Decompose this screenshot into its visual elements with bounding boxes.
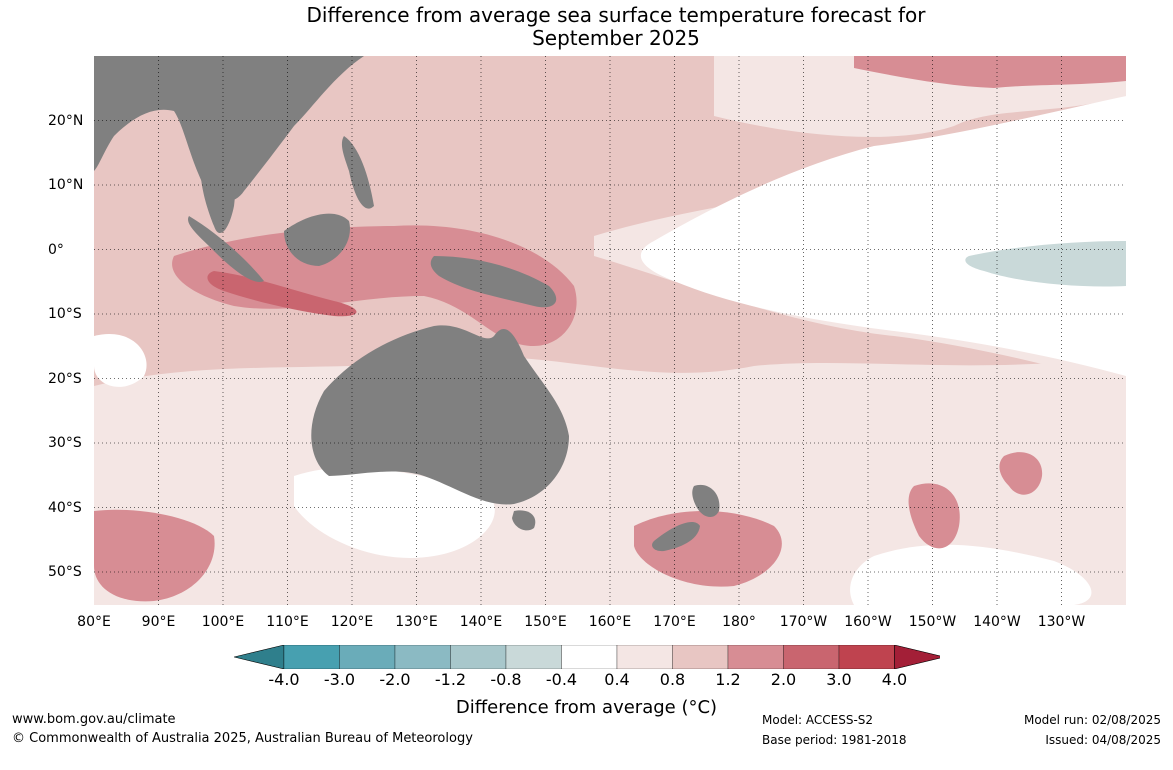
colorbar-tick-label: -0.8 xyxy=(490,670,522,689)
longitude-label: 170°W xyxy=(779,614,828,630)
landmass-borneo xyxy=(284,213,350,266)
chart-title: Difference from average sea surface temp… xyxy=(0,4,1173,50)
colorbar-segment xyxy=(394,645,451,669)
longitude-label: 140°W xyxy=(973,614,1021,630)
colorbar-segment xyxy=(450,645,507,669)
longitude-label: 130°E xyxy=(395,614,438,630)
colorbar-tick-label: 0.4 xyxy=(604,670,630,689)
title-line-2: September 2025 xyxy=(532,26,700,50)
longitude-label: 100°E xyxy=(201,614,245,630)
graticule xyxy=(94,56,1126,605)
landmass-asia xyxy=(94,56,364,202)
anomaly-zone-near-normal-sw xyxy=(850,544,1092,605)
latitude-label: 20°S xyxy=(48,370,82,387)
longitude-label: 160°W xyxy=(844,614,892,630)
colorbar-tick-label: -4.0 xyxy=(268,670,300,689)
longitude-label: 130°W xyxy=(1037,614,1086,630)
longitude-label: 120°E xyxy=(330,614,374,630)
colorbar-segment xyxy=(727,645,784,669)
landmass-tasmania xyxy=(512,510,536,531)
anomaly-zone-warm-sw xyxy=(94,509,215,602)
colorbar-segment xyxy=(561,645,618,669)
colorbar-tick-label: 3.0 xyxy=(826,670,852,689)
colorbar-tick-label: 0.8 xyxy=(659,670,686,689)
colorbar-segment xyxy=(339,645,396,669)
colorbar-tick-label: -0.4 xyxy=(545,670,578,689)
model-run-date: Model run: 02/08/2025 xyxy=(1023,713,1161,727)
landmass-sumatra xyxy=(188,216,264,282)
base-period: Base period: 1981-2018 xyxy=(762,733,907,747)
landmass-new-zealand-south xyxy=(652,521,700,552)
anomaly-zone-strong-java xyxy=(207,271,357,317)
colorbar-segment xyxy=(505,645,562,669)
anomaly-zone-near-normal-tropical xyxy=(640,96,1126,376)
longitude-label: 160°E xyxy=(588,614,632,630)
colorbar-tick-label: -3.0 xyxy=(323,670,356,689)
anomaly-zone-cool-east xyxy=(965,241,1126,287)
colorbar-tick-label: 2.0 xyxy=(770,670,797,689)
latitude-label: 20°N xyxy=(48,112,84,129)
latitude-label: 50°S xyxy=(48,564,82,580)
issued-date: Issued: 04/08/2025 xyxy=(1045,733,1161,747)
colorbar-segment xyxy=(838,645,895,669)
colorbar-segment xyxy=(616,645,673,669)
latitude-label: 10°S xyxy=(48,306,82,322)
longitude-label: 90°E xyxy=(141,614,176,630)
latitude-label: 10°N xyxy=(48,177,84,193)
anomaly-zone-warm-south-east xyxy=(999,452,1043,495)
sst-anomaly-map xyxy=(94,56,1126,605)
website-link[interactable]: www.bom.gov.au/climate xyxy=(12,712,176,727)
landmass-new-zealand-north xyxy=(692,484,720,518)
latitude-label: 40°S xyxy=(48,499,82,516)
title-line-1: Difference from average sea surface temp… xyxy=(306,3,926,27)
colorbar-tick-label: 4.0 xyxy=(881,670,908,689)
colorbar-segment xyxy=(783,645,840,669)
latitude-label: 30°S xyxy=(48,435,82,451)
landmass-new-guinea xyxy=(430,256,557,308)
colorbar-extend-high xyxy=(894,645,940,669)
longitude-label: 140°E xyxy=(459,614,503,630)
anomaly-zone-warm-indonesia xyxy=(172,225,577,346)
colorbar-tick-label: 1.2 xyxy=(715,670,741,689)
colorbar-label: Difference from average (°C) xyxy=(455,697,718,718)
colorbar-extend-low xyxy=(234,645,285,669)
longitude-label: 150°W xyxy=(908,614,957,630)
anomaly-zone-warm-north xyxy=(854,56,1126,88)
landmass-indochina xyxy=(200,136,235,234)
longitude-label: 150°E xyxy=(524,614,567,630)
colorbar-tick-label: -1.2 xyxy=(434,670,467,689)
anomaly-zone-near-normal-south xyxy=(294,467,495,558)
landmass-australia xyxy=(311,325,569,505)
longitude-label: 110°E xyxy=(266,614,309,630)
colorbar-segment xyxy=(283,645,340,669)
longitude-label: 80°E xyxy=(77,614,111,630)
anomaly-zone-near-normal-west xyxy=(94,334,147,387)
latitude-label: 0° xyxy=(48,241,64,258)
longitude-label: 180° xyxy=(722,614,756,630)
copyright-notice: © Commonwealth of Australia 2025, Austra… xyxy=(12,731,473,746)
colorbar-tick-label: -2.0 xyxy=(379,670,411,689)
colorbar-segment xyxy=(672,645,729,669)
anomaly-zone-warm-south-central xyxy=(908,483,960,549)
landmass-philippines xyxy=(341,136,374,209)
colorbar xyxy=(234,645,940,669)
longitude-label: 170°E xyxy=(653,614,696,630)
model-name: Model: ACCESS-S2 xyxy=(762,713,874,727)
